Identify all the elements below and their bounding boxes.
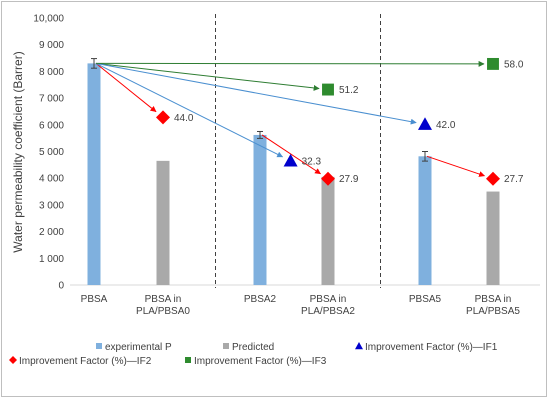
group-separators [215, 14, 381, 288]
marker-value-label: 44.0 [174, 113, 194, 124]
bar-experimental-p [87, 63, 101, 285]
marker-value-label: 51.2 [339, 85, 359, 96]
legend-entry-label: Improvement Factor (%)—IF2 [19, 356, 152, 367]
marker-value-label: 58.0 [504, 59, 524, 70]
y-tick-label: 2 000 [39, 227, 64, 238]
y-tick-label: 5 000 [39, 147, 64, 158]
x-category-label: PBSA in PLA/PBSA5 [466, 294, 520, 317]
x-category-label: PBSA in PLA/PBSA2 [301, 294, 355, 317]
legend-swatch [223, 343, 229, 349]
improvement-arrows [95, 60, 486, 177]
legend-swatch [355, 342, 363, 350]
legend-swatch [9, 356, 17, 364]
bar-predicted [156, 160, 170, 285]
bar-experimental-p [253, 134, 267, 285]
bar-predicted [321, 176, 335, 285]
improvement-arrow [95, 62, 284, 158]
improvement-arrow [95, 60, 485, 67]
x-category-label: PBSA in PLA/PBSA0 [136, 294, 190, 317]
x-category-label-line: PLA/PBSA2 [301, 306, 355, 317]
improvement-arrow [95, 62, 320, 91]
y-tick-label: 6 000 [39, 120, 64, 131]
x-category-label: PBSA [81, 294, 108, 305]
y-tick-label: 1 000 [39, 254, 64, 265]
legend-swatch [185, 357, 191, 363]
bar-predicted [486, 191, 500, 285]
x-category-label-line: PBSA in [475, 294, 512, 305]
marker-improvement-factor-if3 [322, 83, 334, 96]
x-category-label: PBSA5 [409, 294, 442, 305]
x-category-label-line: PBSA [81, 294, 108, 305]
marker-improvement-factor-if1 [283, 153, 298, 167]
y-tick-label: 0 [58, 281, 64, 292]
improvement-markers: 44.0 32.3 27.9 51.2 42.0 27.7 58.0 [156, 57, 524, 186]
y-tick-label: 9 000 [39, 40, 64, 51]
improvement-arrow [426, 155, 486, 177]
y-tick-label: 8 000 [39, 67, 64, 78]
marker-improvement-factor-if2 [486, 171, 500, 186]
bar-experimental-p [418, 156, 432, 285]
marker-value-label: 42.0 [436, 120, 456, 131]
x-category-label: PBSA2 [244, 294, 277, 305]
legend-entry-label: experimental P [105, 342, 172, 353]
marker-value-label: 27.7 [504, 174, 524, 185]
marker-improvement-factor-if1 [418, 117, 432, 130]
legend-entry-label: Improvement Factor (%)—IF1 [365, 342, 498, 353]
legend-entry-label: Predicted [232, 342, 274, 353]
x-category-label-line: PBSA in [310, 294, 347, 305]
legend-entry-label: Improvement Factor (%)—IF3 [194, 356, 327, 367]
marker-value-label: 27.9 [339, 174, 359, 185]
improvement-arrow [95, 63, 157, 113]
legend: experimental P Predicted Improvement Facto… [9, 342, 498, 367]
marker-improvement-factor-if3 [487, 57, 499, 70]
bars [87, 58, 500, 285]
x-category-label-line: PLA/PBSA0 [136, 306, 190, 317]
improvement-arrow [95, 62, 417, 125]
x-category-label-line: PBSA in [145, 294, 182, 305]
x-category-label-line: PBSA5 [409, 294, 442, 305]
y-tick-label: 10,000 [33, 14, 64, 25]
marker-improvement-factor-if2 [321, 171, 335, 186]
y-tick-label: 7 000 [39, 94, 64, 105]
legend-swatch [96, 343, 102, 349]
x-category-label-line: PBSA2 [244, 294, 277, 305]
y-tick-label: 4 000 [39, 174, 64, 185]
marker-value-label: 32.3 [302, 156, 322, 167]
marker-improvement-factor-if2 [156, 110, 170, 125]
x-category-label-line: PLA/PBSA5 [466, 306, 520, 317]
y-axis-label: Water permeability coefficient (Barrer) [11, 51, 25, 252]
improvement-arrow [261, 134, 322, 175]
y-tick-labels: 0 1 000 2 000 3 000 4 000 5 000 6 000 7 000 8 00… [33, 14, 540, 292]
y-tick-label: 3 000 [39, 200, 64, 211]
